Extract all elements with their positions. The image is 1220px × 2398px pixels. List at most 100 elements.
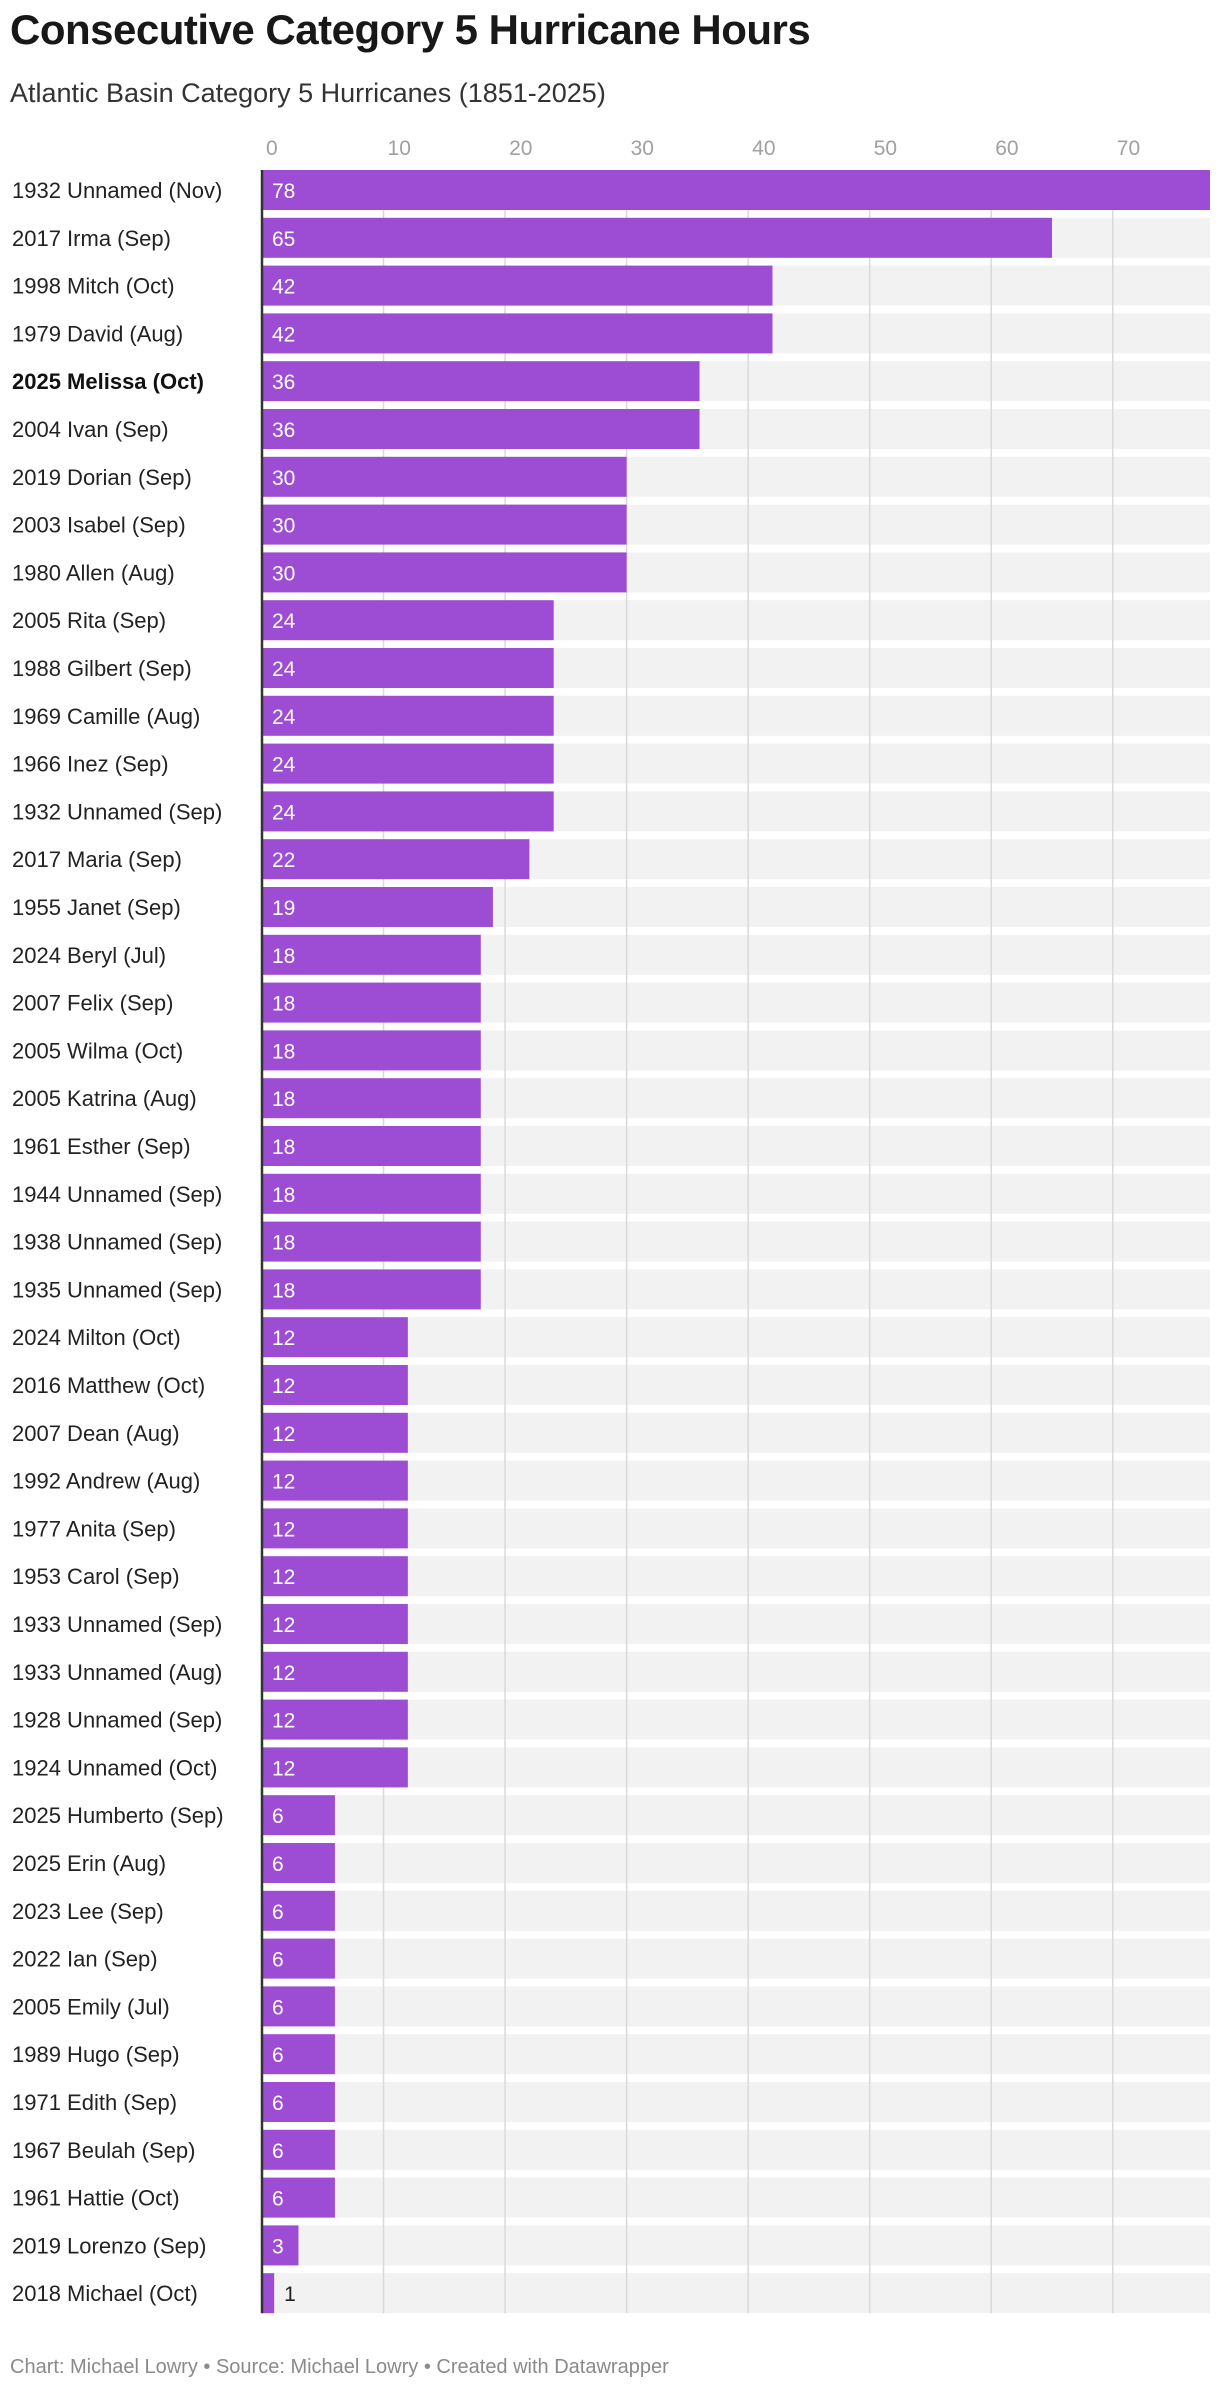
category-label-1944-unnamed-sep: 1944 Unnamed (Sep) xyxy=(12,1182,222,1207)
bar-1971-edith-sep xyxy=(262,2082,335,2122)
value-label-2025-humberto-sep: 6 xyxy=(272,1805,284,1828)
value-label-1979-david-aug: 42 xyxy=(272,323,295,346)
bar-1988-gilbert-sep xyxy=(262,648,554,688)
bar-2025-humberto-sep xyxy=(262,1795,335,1836)
row-background-1953-carol-sep xyxy=(262,1556,1210,1597)
bar-1979-david-aug xyxy=(262,313,773,354)
bar-2018-michael-oct xyxy=(262,2273,275,2314)
row-background-2024-milton-oct xyxy=(262,1317,1210,1358)
category-label-1953-carol-sep: 1953 Carol (Sep) xyxy=(12,1564,180,1589)
row-background-1971-edith-sep xyxy=(262,2082,1210,2122)
value-label-2017-irma-sep: 65 xyxy=(272,228,295,251)
category-label-2004-ivan-sep: 2004 Ivan (Sep) xyxy=(12,417,169,442)
category-label-2017-irma-sep: 2017 Irma (Sep) xyxy=(12,226,171,251)
bar-2016-matthew-oct xyxy=(262,1365,408,1405)
row-background-1989-hugo-sep xyxy=(262,2034,1210,2075)
category-label-1971-edith-sep: 1971 Edith (Sep) xyxy=(12,2090,177,2115)
bar-1967-beulah-sep xyxy=(262,2129,335,2170)
value-label-1967-beulah-sep: 6 xyxy=(272,2140,284,2163)
value-label-2004-ivan-sep: 36 xyxy=(272,419,295,442)
bar-1961-hattie-oct xyxy=(262,2177,335,2218)
category-label-1988-gilbert-sep: 1988 Gilbert (Sep) xyxy=(12,656,192,681)
value-label-2007-dean-aug: 12 xyxy=(272,1423,295,1446)
category-label-2005-wilma-oct: 2005 Wilma (Oct) xyxy=(12,1038,183,1063)
bar-1938-unnamed-sep xyxy=(262,1221,481,1262)
bar-1989-hugo-sep xyxy=(262,2034,335,2075)
value-label-1980-allen-aug: 30 xyxy=(272,562,295,585)
category-label-1932-unnamed-nov: 1932 Unnamed (Nov) xyxy=(12,178,222,203)
value-label-1998-mitch-oct: 42 xyxy=(272,276,295,299)
bar-1928-unnamed-sep xyxy=(262,1699,408,1740)
value-label-1924-unnamed-oct: 12 xyxy=(272,1757,295,1780)
value-label-2005-rita-sep: 24 xyxy=(272,610,296,633)
bar-2005-emily-jul xyxy=(262,1986,335,2027)
value-label-1966-inez-sep: 24 xyxy=(272,754,296,777)
bars xyxy=(262,170,1210,2314)
value-label-2025-melissa-oct: 36 xyxy=(272,371,295,394)
bar-2005-wilma-oct xyxy=(262,1030,481,1071)
category-label-2023-lee-sep: 2023 Lee (Sep) xyxy=(12,1899,164,1924)
row-background-1928-unnamed-sep xyxy=(262,1699,1210,1740)
value-label-1933-unnamed-sep: 12 xyxy=(272,1614,295,1637)
category-label-2018-michael-oct: 2018 Michael (Oct) xyxy=(12,2281,198,2306)
value-label-2025-erin-aug: 6 xyxy=(272,1853,284,1876)
row-background-2025-erin-aug xyxy=(262,1843,1210,1883)
bar-2019-dorian-sep xyxy=(262,456,627,497)
category-label-1935-unnamed-sep: 1935 Unnamed (Sep) xyxy=(12,1277,222,1302)
category-label-2005-rita-sep: 2005 Rita (Sep) xyxy=(12,608,166,633)
category-label-2007-dean-aug: 2007 Dean (Aug) xyxy=(12,1421,180,1446)
category-label-1955-janet-sep: 1955 Janet (Sep) xyxy=(12,895,181,920)
value-label-1955-janet-sep: 19 xyxy=(272,897,295,920)
category-label-1961-hattie-oct: 1961 Hattie (Oct) xyxy=(12,2186,180,2211)
bar-2007-felix-sep xyxy=(262,982,481,1023)
row-background-2025-humberto-sep xyxy=(262,1795,1210,1836)
row-background-2016-matthew-oct xyxy=(262,1365,1210,1405)
footer: Chart: Michael Lowry • Source: Michael L… xyxy=(10,2356,669,2379)
value-label-1977-anita-sep: 12 xyxy=(272,1518,295,1541)
bar-1998-mitch-oct xyxy=(262,265,773,306)
bar-2024-milton-oct xyxy=(262,1317,408,1358)
bar-1992-andrew-aug xyxy=(262,1460,408,1501)
bar-1953-carol-sep xyxy=(262,1556,408,1597)
row-background-1992-andrew-aug xyxy=(262,1460,1210,1501)
value-label-1988-gilbert-sep: 24 xyxy=(272,658,296,681)
category-label-1967-beulah-sep: 1967 Beulah (Sep) xyxy=(12,2138,195,2163)
value-label-2022-ian-sep: 6 xyxy=(272,1949,284,1972)
category-label-1980-allen-aug: 1980 Allen (Aug) xyxy=(12,560,175,585)
category-label-2007-felix-sep: 2007 Felix (Sep) xyxy=(12,991,173,1016)
category-label-1989-hugo-sep: 1989 Hugo (Sep) xyxy=(12,2042,180,2067)
value-label-1932-unnamed-sep: 24 xyxy=(272,801,296,824)
x-tick-label-60: 60 xyxy=(995,137,1018,160)
bar-1977-anita-sep xyxy=(262,1508,408,1549)
category-label-2017-maria-sep: 2017 Maria (Sep) xyxy=(12,847,182,872)
category-label-1979-david-aug: 1979 David (Aug) xyxy=(12,321,183,346)
row-background-2022-ian-sep xyxy=(262,1938,1210,1979)
bar-2004-ivan-sep xyxy=(262,409,700,449)
bar-2019-lorenzo-sep xyxy=(262,2225,299,2266)
x-axis-tick-labels: 0 10 20 30 40 50 60 70 xyxy=(266,137,1140,160)
value-label-2024-milton-oct: 12 xyxy=(272,1327,295,1350)
category-label-2019-dorian-sep: 2019 Dorian (Sep) xyxy=(12,465,192,490)
bar-1966-inez-sep xyxy=(262,743,554,784)
bar-1961-esther-sep xyxy=(262,1126,481,1166)
row-background-2007-dean-aug xyxy=(262,1412,1210,1453)
x-tick-label-0: 0 xyxy=(266,137,278,160)
value-label-2023-lee-sep: 6 xyxy=(272,1901,284,1924)
bar-2025-melissa-oct xyxy=(262,361,700,402)
bar-2007-dean-aug xyxy=(262,1412,408,1453)
row-background-2018-michael-oct xyxy=(262,2273,1210,2314)
bar-1935-unnamed-sep xyxy=(262,1269,481,1310)
category-label-2025-melissa-oct: 2025 Melissa (Oct) xyxy=(12,369,204,394)
value-label-2003-isabel-sep: 30 xyxy=(272,515,295,538)
bar-1924-unnamed-oct xyxy=(262,1747,408,1788)
bar-2024-beryl-jul xyxy=(262,934,481,975)
gridlines xyxy=(382,170,1114,2314)
category-label-2003-isabel-sep: 2003 Isabel (Sep) xyxy=(12,513,186,538)
category-label-2024-milton-oct: 2024 Milton (Oct) xyxy=(12,1325,181,1350)
row-background-2005-emily-jul xyxy=(262,1986,1210,2027)
bar-1932-unnamed-sep xyxy=(262,791,554,832)
category-label-1992-andrew-aug: 1992 Andrew (Aug) xyxy=(12,1469,200,1494)
value-label-2018-michael-oct: 1 xyxy=(284,2283,296,2306)
value-label-1938-unnamed-sep: 18 xyxy=(272,1232,295,1255)
row-background-1961-hattie-oct xyxy=(262,2177,1210,2218)
